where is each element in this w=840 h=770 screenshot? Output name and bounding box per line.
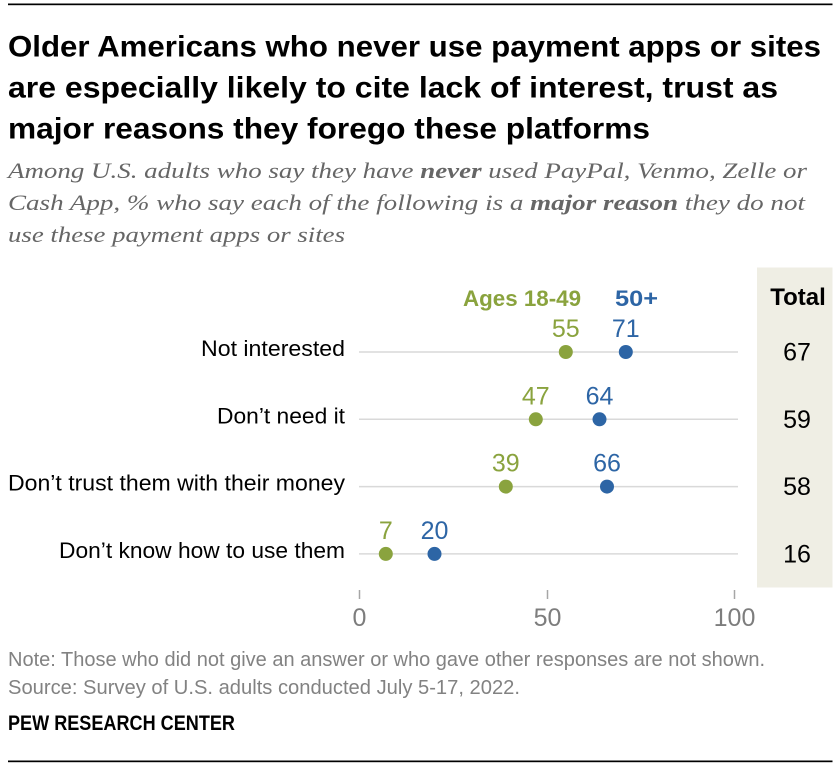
svg-text:Not interested: Not interested bbox=[201, 336, 345, 361]
svg-text:Source: Survey of U.S. adults: Source: Survey of U.S. adults conducted … bbox=[8, 677, 520, 699]
svg-text:Total: Total bbox=[770, 284, 826, 311]
svg-text:58: 58 bbox=[783, 473, 811, 501]
svg-text:20: 20 bbox=[421, 517, 449, 545]
svg-text:50+: 50+ bbox=[615, 286, 658, 311]
svg-text:Ages 18-49: Ages 18-49 bbox=[463, 286, 581, 311]
svg-text:50: 50 bbox=[534, 604, 562, 632]
svg-text:66: 66 bbox=[593, 450, 621, 478]
svg-text:Don’t know how to use them: Don’t know how to use them bbox=[59, 538, 345, 563]
svg-text:71: 71 bbox=[612, 315, 640, 343]
svg-text:use these payment apps or site: use these payment apps or sites bbox=[8, 222, 345, 247]
svg-text:Don’t need it: Don’t need it bbox=[217, 403, 345, 428]
svg-text:are especially likely to cite: are especially likely to cite lack of in… bbox=[8, 72, 778, 105]
svg-text:55: 55 bbox=[552, 315, 580, 343]
svg-text:7: 7 bbox=[379, 517, 393, 545]
svg-text:Older Americans who never use: Older Americans who never use payment ap… bbox=[8, 31, 821, 64]
svg-text:Don’t trust them with their mo: Don’t trust them with their money bbox=[8, 471, 345, 496]
svg-text:major reasons they forego thes: major reasons they forego these platform… bbox=[8, 113, 650, 146]
svg-text:64: 64 bbox=[586, 382, 614, 410]
svg-text:67: 67 bbox=[783, 339, 811, 367]
svg-text:Cash App, % who say each of th: Cash App, % who say each of the followin… bbox=[8, 190, 806, 215]
svg-text:100: 100 bbox=[714, 604, 756, 632]
svg-text:39: 39 bbox=[492, 450, 520, 478]
svg-text:Note: Those who did not give a: Note: Those who did not give an answer o… bbox=[8, 649, 765, 671]
svg-text:16: 16 bbox=[783, 540, 811, 568]
svg-text:PEW RESEARCH CENTER: PEW RESEARCH CENTER bbox=[8, 712, 235, 735]
svg-text:0: 0 bbox=[353, 604, 367, 632]
svg-text:Among U.S. adults who say they: Among U.S. adults who say they have neve… bbox=[6, 158, 808, 183]
svg-text:47: 47 bbox=[522, 382, 550, 410]
svg-text:59: 59 bbox=[783, 406, 811, 434]
